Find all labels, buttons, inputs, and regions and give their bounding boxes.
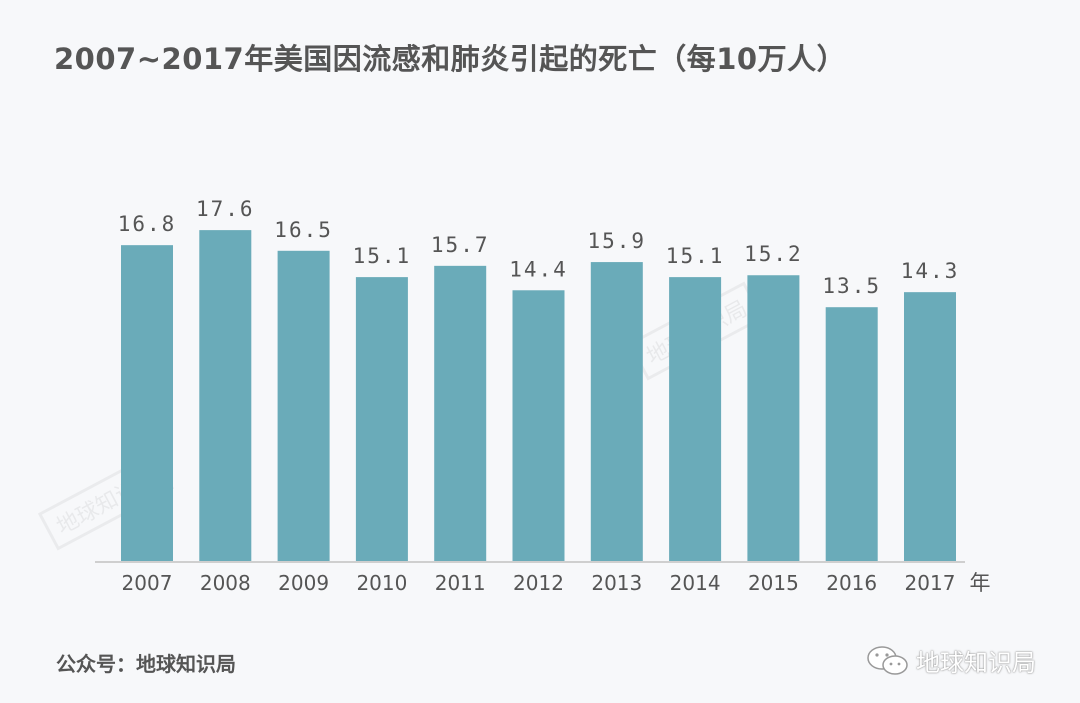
brand-name: 地球知识局 bbox=[916, 649, 1036, 677]
data-label: 15.1 bbox=[353, 244, 412, 268]
x-tick-label: 2012 bbox=[513, 571, 564, 595]
bar bbox=[355, 277, 408, 561]
data-label: 16.8 bbox=[118, 212, 177, 236]
brand-logo: 地球知识局 bbox=[866, 643, 1036, 678]
x-tick-label: 2013 bbox=[591, 571, 642, 595]
bar bbox=[747, 275, 800, 561]
x-tick-label: 2009 bbox=[278, 571, 329, 595]
data-label: 16.5 bbox=[274, 218, 333, 242]
data-label: 15.7 bbox=[431, 233, 490, 257]
data-label: 14.3 bbox=[901, 259, 960, 283]
x-tick-label: 2010 bbox=[356, 571, 407, 595]
bar bbox=[669, 277, 722, 561]
bar bbox=[512, 290, 565, 561]
bar bbox=[904, 292, 956, 561]
x-tick-label: 2015 bbox=[748, 571, 799, 595]
data-label: 14.4 bbox=[509, 257, 568, 281]
bar bbox=[434, 265, 487, 561]
data-label: 17.6 bbox=[196, 197, 255, 221]
source-label: 公众号：地球知识局 bbox=[56, 652, 236, 676]
bar bbox=[277, 250, 330, 562]
bar bbox=[590, 262, 643, 561]
x-tick-label: 2016 bbox=[826, 571, 877, 595]
bar bbox=[199, 230, 252, 561]
x-tick-label: 2007 bbox=[122, 571, 173, 595]
bar bbox=[825, 307, 878, 561]
data-label: 15.1 bbox=[666, 244, 725, 268]
bar bbox=[121, 245, 173, 561]
data-label: 15.2 bbox=[744, 242, 803, 266]
x-tick-label: 2011 bbox=[435, 571, 486, 595]
data-label: 13.5 bbox=[822, 274, 881, 298]
wechat-icon bbox=[867, 645, 908, 675]
x-tick-label: 2014 bbox=[670, 571, 721, 595]
x-axis-label: 年 bbox=[970, 571, 991, 595]
chart-title: 2007~2017年美国因流感和肺炎引起的死亡（每10万人） bbox=[54, 42, 847, 76]
x-tick-label: 2017 bbox=[905, 571, 956, 595]
data-label: 15.9 bbox=[588, 229, 647, 253]
x-tick-label: 2008 bbox=[200, 571, 251, 595]
